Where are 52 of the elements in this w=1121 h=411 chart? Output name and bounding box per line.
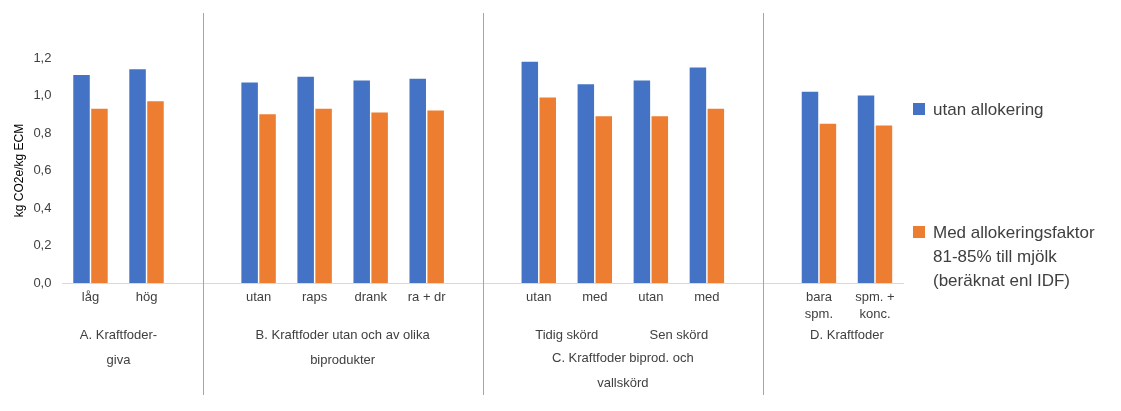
x-tick-label: med	[694, 289, 720, 305]
text: D. Kraftfoder	[810, 327, 885, 343]
y-tick-label: 0,8	[33, 124, 52, 140]
y-tick-label: 0,6	[33, 162, 52, 178]
y-tick-label: 1,0	[33, 87, 52, 103]
bar	[73, 74, 90, 283]
legend-label: utan allokering	[933, 98, 1044, 121]
bar	[91, 108, 108, 283]
y-tick-label: 0,2	[33, 237, 52, 253]
bar	[539, 97, 556, 283]
bar	[409, 78, 426, 283]
x-tick-label: hög	[135, 289, 158, 305]
bar	[595, 116, 613, 283]
bar	[353, 80, 370, 283]
bar	[427, 110, 444, 283]
bar	[651, 116, 669, 283]
x-tick-label: utan	[245, 289, 272, 305]
bar	[707, 108, 725, 283]
bar	[371, 112, 388, 283]
bar	[875, 125, 893, 283]
x-tick-label: låg	[81, 289, 100, 305]
bar	[521, 61, 539, 283]
x-tick-label: utan	[526, 289, 552, 305]
y-tick-label: 0,4	[33, 199, 52, 215]
x-tick-label: raps	[301, 289, 328, 305]
text: A. Kraftfoder-giva	[79, 327, 158, 368]
bar	[129, 69, 146, 283]
y-tick-label: 0,0	[33, 274, 52, 290]
bar	[689, 67, 707, 283]
x-tick-label: ra + dr	[407, 289, 447, 305]
x-tick-label: spm. + konc.	[855, 289, 895, 322]
bar	[857, 95, 875, 283]
bar	[577, 84, 595, 283]
bar	[633, 80, 651, 283]
bar	[147, 101, 164, 283]
bar	[819, 123, 837, 283]
bar	[297, 76, 314, 283]
legend-label: Med allokeringsfaktor 81-85% till mjölk (beräknat enl IDF)	[933, 222, 1096, 293]
y-tick-label: 1,2	[33, 49, 52, 65]
x-tick-label: bara spm.	[804, 289, 834, 322]
x-tick-label: med	[582, 289, 608, 305]
y-axis-title: kg CO2e/kg ECM	[11, 123, 26, 218]
x-tick-label: drank	[354, 289, 388, 305]
text: Sen skörd	[649, 327, 709, 343]
text: Tidig skörd	[535, 327, 599, 343]
bar	[315, 108, 332, 283]
x-tick-label: utan	[638, 289, 664, 305]
bar	[259, 114, 276, 283]
bar	[801, 91, 819, 283]
text: B. Kraftfoder utan och av olika biprodukter	[255, 327, 431, 368]
bar	[241, 82, 258, 283]
text: C. Kraftfoder biprod. och vallskörd	[552, 350, 694, 391]
